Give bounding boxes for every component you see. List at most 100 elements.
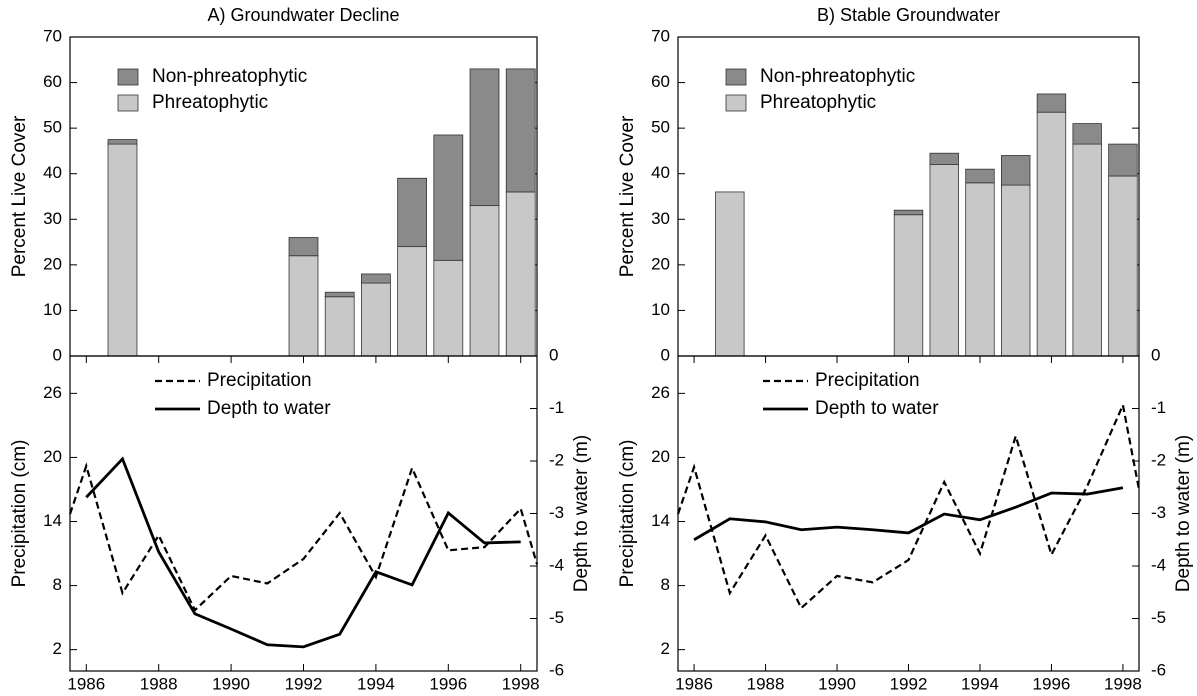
y-tick-label: 26 xyxy=(651,383,670,402)
y2-tick-label: -2 xyxy=(1151,450,1166,469)
y-tick-label: 40 xyxy=(43,163,62,182)
y-tick-label: 20 xyxy=(43,447,62,466)
y-axis-label: Precipitation (cm) xyxy=(617,440,638,588)
bar-segment xyxy=(965,168,995,184)
y2-tick-label: -5 xyxy=(1151,608,1166,627)
legend-label: Depth to water xyxy=(207,398,331,419)
bar-segment xyxy=(1036,111,1067,357)
y2-tick-label: 0 xyxy=(549,345,558,364)
bar-segment xyxy=(469,205,500,357)
x-tick-label: 1986 xyxy=(67,674,105,693)
bar-segment xyxy=(893,214,924,357)
y2-tick-label: -2 xyxy=(549,450,564,469)
bar-segment xyxy=(1001,184,1031,357)
plot-frame xyxy=(677,355,1140,672)
x-tick-label: 1992 xyxy=(890,674,928,693)
y-tick-label: 10 xyxy=(43,300,62,319)
y-axis-label: Percent Live Cover xyxy=(617,115,638,277)
bar-segment xyxy=(965,182,995,357)
y2-tick-label: -6 xyxy=(549,660,564,679)
y2-tick-label: -5 xyxy=(549,608,564,627)
y-tick-label: 70 xyxy=(43,26,62,45)
panel: B) Stable Groundwater Percent Live Cover 0… xyxy=(617,5,1140,364)
legend-label: Non-phreatophytic xyxy=(760,66,915,87)
y2-tick-label: -3 xyxy=(1151,503,1166,522)
y2-axis-label: Depth to water (m) xyxy=(571,435,592,592)
y-tick-label: 10 xyxy=(651,300,670,319)
bar-segment xyxy=(397,246,427,357)
plot-frame xyxy=(69,355,538,672)
bar-segment xyxy=(1001,155,1031,186)
y-tick-label: 14 xyxy=(651,511,670,530)
panel: A) Groundwater Decline Percent Live Cover… xyxy=(9,5,538,364)
y2-axis-label: Depth to water (m) xyxy=(1173,435,1194,592)
x-tick-label: 1990 xyxy=(818,674,856,693)
bar-segment xyxy=(288,237,319,257)
x-tick-label: 1998 xyxy=(1104,674,1142,693)
series-line xyxy=(693,486,1124,541)
y-tick-label: 20 xyxy=(651,447,670,466)
legend-label: Phreatophytic xyxy=(152,92,268,113)
x-tick-label: 1994 xyxy=(961,674,999,693)
chart-title: A) Groundwater Decline xyxy=(207,5,399,25)
bar-segment xyxy=(324,291,355,298)
bar-segment xyxy=(324,296,355,357)
y-tick-label: 50 xyxy=(43,118,62,137)
y2-tick-label: -1 xyxy=(549,398,564,417)
x-tick-label: 1994 xyxy=(357,674,395,693)
x-tick-label: 1986 xyxy=(675,674,713,693)
x-tick-label: 1988 xyxy=(140,674,178,693)
y-tick-label: 2 xyxy=(53,639,62,658)
x-tick-label: 1998 xyxy=(502,674,540,693)
legend-swatch xyxy=(117,68,139,86)
x-tick-label: 1990 xyxy=(212,674,250,693)
series-line xyxy=(68,462,539,612)
bar-segment xyxy=(288,255,319,357)
bar-segment xyxy=(433,259,464,357)
y-tick-label: 20 xyxy=(651,254,670,273)
y-tick-label: 30 xyxy=(43,209,62,228)
panel: Precipitation (cm) Depth to water (m) 2 8 14… xyxy=(9,345,592,693)
y-axis-label: Precipitation (cm) xyxy=(9,440,30,588)
y-tick-label: 26 xyxy=(43,383,62,402)
bar-segment xyxy=(397,177,427,248)
bar-segment xyxy=(469,68,500,207)
panel: Precipitation (cm) Depth to water (m) 2 8 14… xyxy=(617,345,1194,693)
y2-tick-label: 0 xyxy=(1151,345,1160,364)
y-tick-label: 40 xyxy=(651,163,670,182)
y2-tick-label: -6 xyxy=(1151,660,1166,679)
y-tick-label: 8 xyxy=(661,575,670,594)
y-tick-label: 30 xyxy=(651,209,670,228)
series-line xyxy=(85,456,521,649)
y-tick-label: 0 xyxy=(661,345,670,364)
bar-segment xyxy=(1108,143,1138,177)
bar-segment xyxy=(107,139,138,145)
x-tick-label: 1992 xyxy=(285,674,323,693)
bar-segment xyxy=(107,143,138,357)
y2-tick-label: -3 xyxy=(549,503,564,522)
bar-segment xyxy=(361,282,391,357)
y-tick-label: 60 xyxy=(651,72,670,91)
legend-label: Precipitation xyxy=(815,370,920,391)
bar-segment xyxy=(505,191,536,357)
bar-segment xyxy=(505,68,536,193)
legend-label: Phreatophytic xyxy=(760,92,876,113)
y-tick-label: 20 xyxy=(43,254,62,273)
legend-swatch xyxy=(725,68,747,86)
y-tick-label: 60 xyxy=(43,72,62,91)
bar-segment xyxy=(1108,175,1138,357)
bar-segment xyxy=(1072,143,1102,357)
bar-segment xyxy=(433,134,464,261)
bar-segment xyxy=(929,152,959,165)
y-axis-label: Percent Live Cover xyxy=(9,115,30,277)
bar-segment xyxy=(715,191,745,357)
y-tick-label: 70 xyxy=(651,26,670,45)
chart-title: B) Stable Groundwater xyxy=(817,5,1000,25)
series-line xyxy=(676,401,1141,610)
x-tick-label: 1996 xyxy=(1033,674,1071,693)
x-tick-label: 1988 xyxy=(747,674,785,693)
legend-label: Depth to water xyxy=(815,398,939,419)
bar-segment xyxy=(893,209,924,216)
y-tick-label: 2 xyxy=(661,639,670,658)
